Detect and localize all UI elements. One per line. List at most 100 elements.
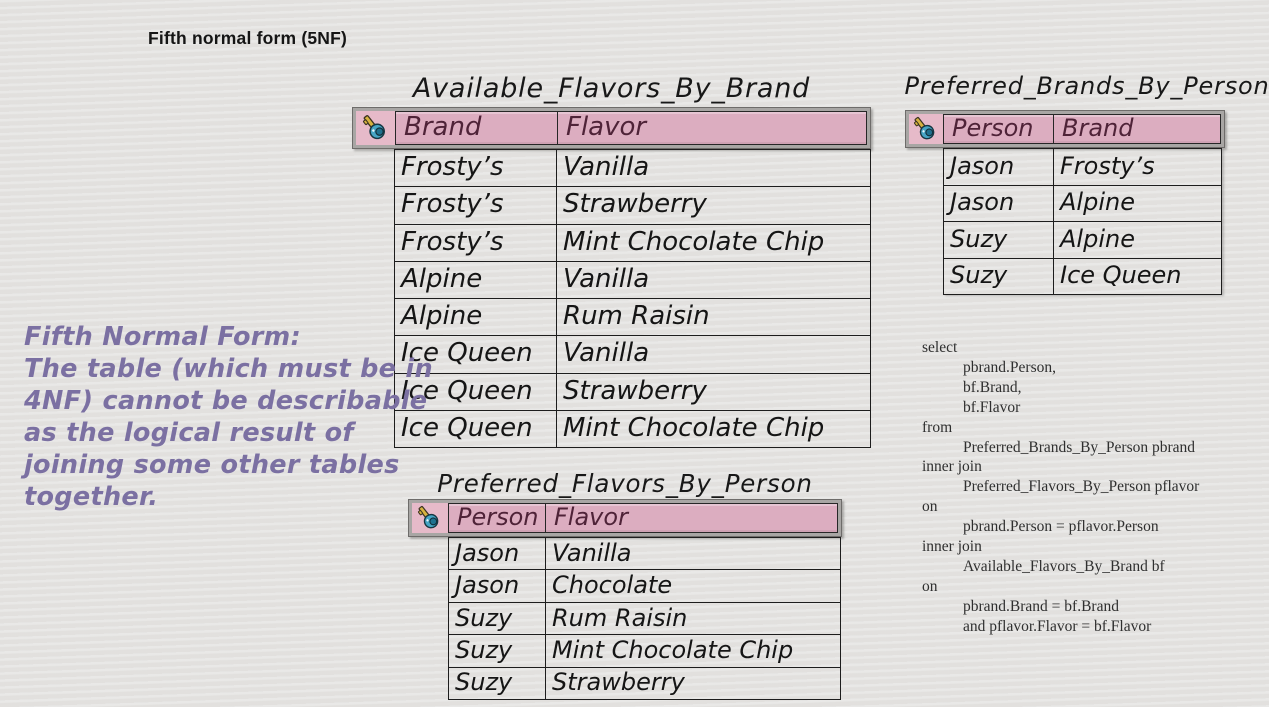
sql-line: Available_Flavors_By_Brand bf: [963, 557, 1165, 575]
header-row: Brand Flavor: [395, 111, 867, 145]
sql-line: on: [922, 498, 938, 516]
sql-line: pbrand.Person,: [963, 358, 1056, 376]
table-row: Ice Queen Strawberry: [395, 373, 870, 411]
primary-key-cell: [412, 503, 448, 533]
column-header-brand: Brand: [1054, 114, 1220, 143]
sql-line: on: [922, 577, 938, 595]
table-cell: Ice Queen: [1060, 261, 1182, 290]
table-cell: Rum Raisin: [552, 603, 688, 632]
table-title-preferred-brands-by-person: Preferred_Brands_By_Person: [904, 72, 1269, 100]
note-line: Fifth Normal Form:: [24, 322, 302, 352]
sql-query: select pbrand.Person, bf.Brand, bf.Flavo…: [922, 338, 1267, 637]
table-cell: Ice Queen: [395, 336, 557, 373]
table-cell: Jason: [449, 538, 546, 570]
table-cell: Jason: [944, 149, 1054, 185]
table-title-available-flavors-by-brand: Available_Flavors_By_Brand: [412, 73, 811, 104]
sql-line: inner join: [922, 538, 982, 556]
table-cell: Alpine: [395, 299, 557, 336]
page-title: Fifth normal form (5NF): [148, 28, 348, 48]
table-body-preferred-flavors-by-person: Jason Vanilla Jason Chocolate Suzy Rum R…: [448, 537, 841, 700]
table-cell: Frosty’s: [395, 224, 557, 261]
sql-line: from: [922, 418, 953, 436]
table-cell: Mint Chocolate Chip: [552, 635, 794, 664]
table-cell: Vanilla: [563, 263, 650, 294]
table-cell: Ice Queen: [395, 373, 557, 410]
sql-line: pbrand.Person = pflavor.Person: [963, 518, 1159, 536]
note-line: joining some other tables: [24, 450, 400, 480]
table-row: Jason Alpine: [944, 185, 1221, 222]
primary-key-cell: [356, 111, 395, 145]
table-row: Ice Queen Vanilla: [395, 336, 870, 374]
table-cell: Vanilla: [552, 538, 632, 567]
note-line: The table (which must be in: [24, 354, 433, 384]
table-body-available-flavors-by-brand: Frosty’s Vanilla Frosty’s Strawberry Fro…: [394, 149, 871, 448]
table-cell: Frosty’s: [1060, 151, 1155, 180]
header-row: Person Flavor: [448, 503, 838, 533]
definition-note: Fifth Normal Form: The table (which must…: [24, 321, 433, 513]
column-header-person: Person: [449, 503, 546, 532]
sql-line: Preferred_Brands_By_Person pbrand: [963, 438, 1196, 456]
table-header-available-flavors-by-brand: Brand Flavor: [352, 107, 871, 149]
note-line: 4NF) cannot be describable: [24, 386, 428, 416]
table-cell: Suzy: [449, 635, 546, 667]
key-icon: [913, 116, 935, 140]
note-line: together.: [24, 482, 159, 512]
table-cell: Suzy: [449, 602, 546, 635]
table-body-preferred-brands-by-person: Jason Frosty’s Jason Alpine Suzy Alpine …: [943, 148, 1222, 295]
table-header-preferred-brands-by-person: Person Brand: [905, 110, 1225, 148]
column-header-brand: Brand: [396, 112, 558, 144]
table-cell: Chocolate: [552, 571, 673, 600]
table-cell: Alpine: [1060, 188, 1135, 217]
table-row: Frosty’s Strawberry: [395, 187, 870, 225]
table-cell: Vanilla: [563, 338, 650, 369]
note-line: as the logical result of: [24, 418, 354, 448]
table-row: Suzy Strawberry: [449, 667, 840, 700]
table-row: Suzy Mint Chocolate Chip: [449, 635, 840, 668]
table-row: Frosty’s Mint Chocolate Chip: [395, 224, 870, 262]
table-row: Suzy Alpine: [944, 222, 1221, 259]
table-header-preferred-flavors-by-person: Person Flavor: [408, 499, 842, 537]
table-row: Alpine Vanilla: [395, 261, 870, 299]
table-row: Jason Chocolate: [449, 570, 840, 603]
table-cell: Suzy: [449, 667, 546, 700]
table-cell: Strawberry: [552, 668, 685, 697]
table-cell: Strawberry: [563, 189, 707, 220]
table-cell: Rum Raisin: [563, 301, 710, 332]
table-cell: Mint Chocolate Chip: [563, 412, 825, 443]
key-icon: [362, 115, 385, 140]
table-row: Jason Frosty’s: [944, 149, 1221, 186]
table-cell: Alpine: [1060, 224, 1135, 253]
table-cell: Mint Chocolate Chip: [563, 226, 825, 257]
sql-line: and pflavor.Flavor = bf.Flavor: [963, 617, 1152, 635]
column-header-flavor: Flavor: [546, 503, 837, 532]
key-icon: [417, 505, 439, 529]
table-cell: Suzy: [944, 258, 1054, 294]
table-cell: Frosty’s: [395, 150, 557, 187]
sql-line: pbrand.Brand = bf.Brand: [963, 597, 1119, 615]
column-header-flavor: Flavor: [558, 112, 866, 144]
table-cell: Suzy: [944, 222, 1054, 258]
table-cell: Frosty’s: [395, 187, 557, 224]
sql-line: Preferred_Flavors_By_Person pflavor: [963, 478, 1200, 496]
table-cell: Alpine: [395, 261, 557, 298]
table-cell: Strawberry: [563, 375, 707, 406]
table-title-preferred-flavors-by-person: Preferred_Flavors_By_Person: [437, 469, 813, 498]
table-cell: Ice Queen: [395, 410, 557, 447]
sql-line: select: [922, 339, 958, 356]
table-row: Suzy Rum Raisin: [449, 602, 840, 636]
table-row: Alpine Rum Raisin: [395, 299, 870, 337]
table-cell: Jason: [944, 185, 1054, 221]
table-row: Jason Vanilla: [449, 538, 840, 571]
primary-key-cell: [909, 114, 943, 144]
table-row: Frosty’s Vanilla: [395, 150, 870, 188]
table-cell: Jason: [449, 570, 546, 602]
table-row: Suzy Ice Queen: [944, 258, 1221, 294]
sql-line: bf.Flavor: [963, 398, 1021, 416]
sql-line: bf.Brand,: [963, 378, 1022, 396]
table-cell: Vanilla: [563, 152, 650, 183]
sql-line: inner join: [922, 458, 982, 476]
table-row: Ice Queen Mint Chocolate Chip: [395, 410, 870, 447]
column-header-person: Person: [944, 114, 1054, 143]
header-row: Person Brand: [943, 114, 1221, 144]
